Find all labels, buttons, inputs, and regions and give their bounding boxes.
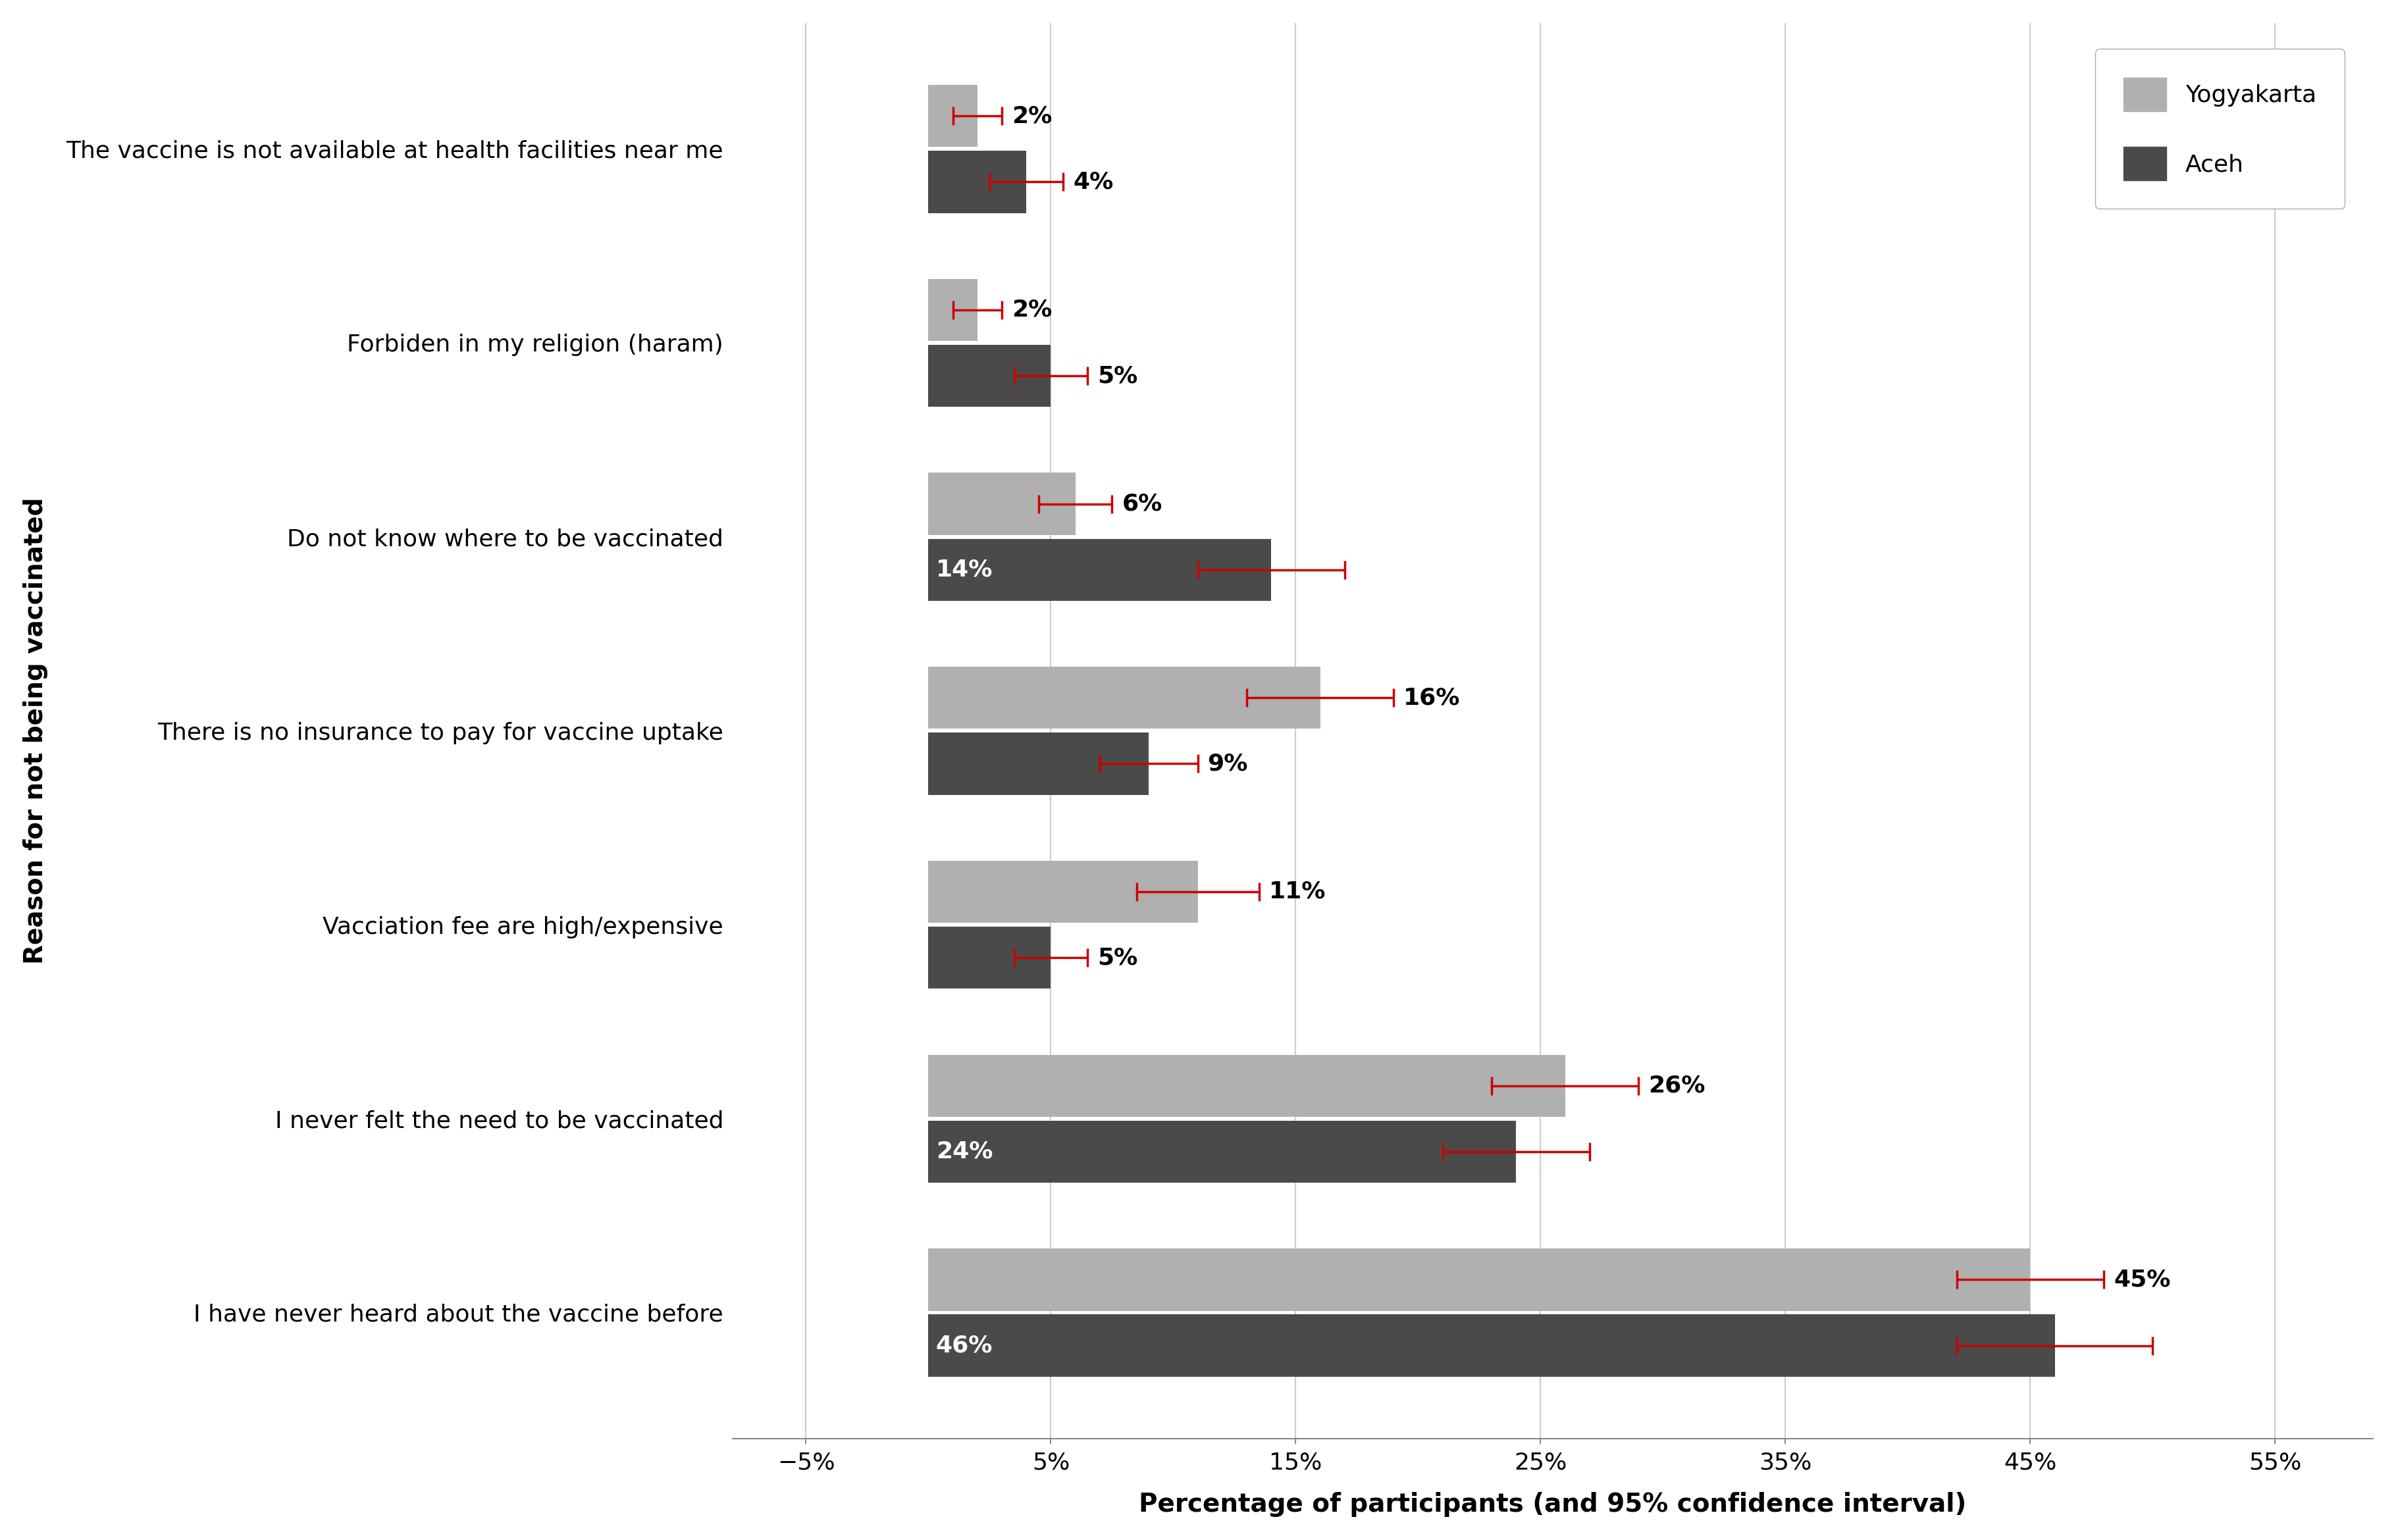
Text: 11%: 11% — [1270, 881, 1325, 902]
Bar — [927, 85, 978, 146]
X-axis label: Percentage of participants (and 95% confidence interval): Percentage of participants (and 95% conf… — [1138, 1492, 1967, 1517]
Text: 9%: 9% — [1208, 753, 1248, 775]
Text: 2%: 2% — [1011, 299, 1052, 320]
Bar — [927, 345, 1052, 407]
Bar — [927, 1055, 1565, 1116]
Bar — [927, 473, 1076, 534]
Text: 5%: 5% — [1097, 365, 1138, 387]
Y-axis label: Reason for not being vaccinated: Reason for not being vaccinated — [24, 497, 48, 964]
Text: 24%: 24% — [937, 1141, 992, 1163]
Text: 5%: 5% — [1097, 947, 1138, 969]
Bar — [927, 1121, 1517, 1183]
Bar — [927, 1249, 2029, 1311]
Text: 45%: 45% — [2113, 1269, 2171, 1291]
Bar — [927, 927, 1052, 989]
Bar — [927, 539, 1272, 601]
Bar — [927, 151, 1025, 213]
Bar — [927, 733, 1148, 795]
Text: 2%: 2% — [1011, 105, 1052, 128]
Text: 6%: 6% — [1121, 493, 1162, 514]
Text: 46%: 46% — [937, 1334, 992, 1357]
Bar — [927, 861, 1198, 922]
Bar — [927, 279, 978, 340]
Text: 16%: 16% — [1404, 687, 1459, 708]
Bar — [927, 1315, 2056, 1377]
Text: 26%: 26% — [1648, 1075, 1706, 1096]
Text: 14%: 14% — [937, 559, 992, 581]
Text: 4%: 4% — [1073, 171, 1114, 192]
Bar — [927, 667, 1320, 728]
Legend: Yogyakarta, Aceh: Yogyakarta, Aceh — [2094, 49, 2346, 209]
